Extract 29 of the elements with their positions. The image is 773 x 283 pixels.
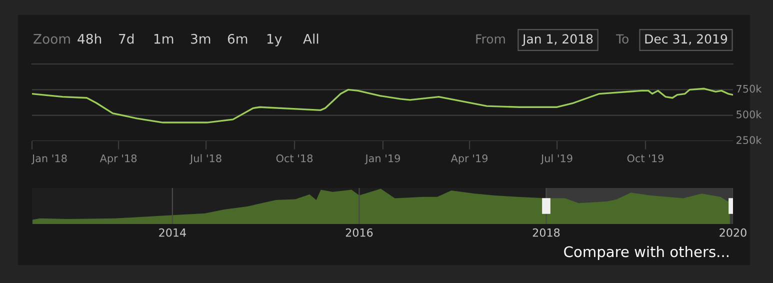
- y-tick-label: 750k: [736, 84, 762, 93]
- x-tick-label: 2014: [159, 228, 186, 237]
- text: 48h: [78, 34, 102, 44]
- text: 6m: [228, 34, 248, 44]
- y-tick-label: 500k: [736, 110, 762, 118]
- x-tick-label: Jan '18: [31, 154, 67, 164]
- x-tick-label: Jul '18: [190, 154, 222, 164]
- text: All: [303, 34, 318, 44]
- text: Zoom: [34, 34, 70, 44]
- x-tick-label: Jul '19: [540, 154, 572, 164]
- y-tick-label: 250k: [736, 136, 762, 144]
- x-tick-label: 2016: [346, 228, 373, 237]
- x-tick-label: Apr '19: [450, 154, 488, 164]
- text: From: [476, 34, 505, 44]
- x-tick-label: 2018: [532, 228, 560, 237]
- text: 1y: [267, 34, 282, 46]
- x-tick-label: Jan '19: [364, 154, 400, 164]
- line-series: [32, 88, 733, 124]
- text: 3m: [191, 34, 210, 44]
- x-tick-label: Oct '19: [627, 154, 664, 162]
- text: 1m: [154, 34, 174, 44]
- text: Jan 1, 2018: [522, 34, 593, 46]
- x-tick-label: Apr '18: [100, 154, 137, 164]
- x-tick-label: 2020: [720, 228, 746, 237]
- text: 7d: [119, 34, 134, 44]
- x-tick-label: Oct '18: [276, 154, 313, 162]
- text: To: [616, 34, 628, 44]
- text: Compare with others...: [564, 246, 728, 260]
- text: Dec 31, 2019: [645, 34, 728, 45]
